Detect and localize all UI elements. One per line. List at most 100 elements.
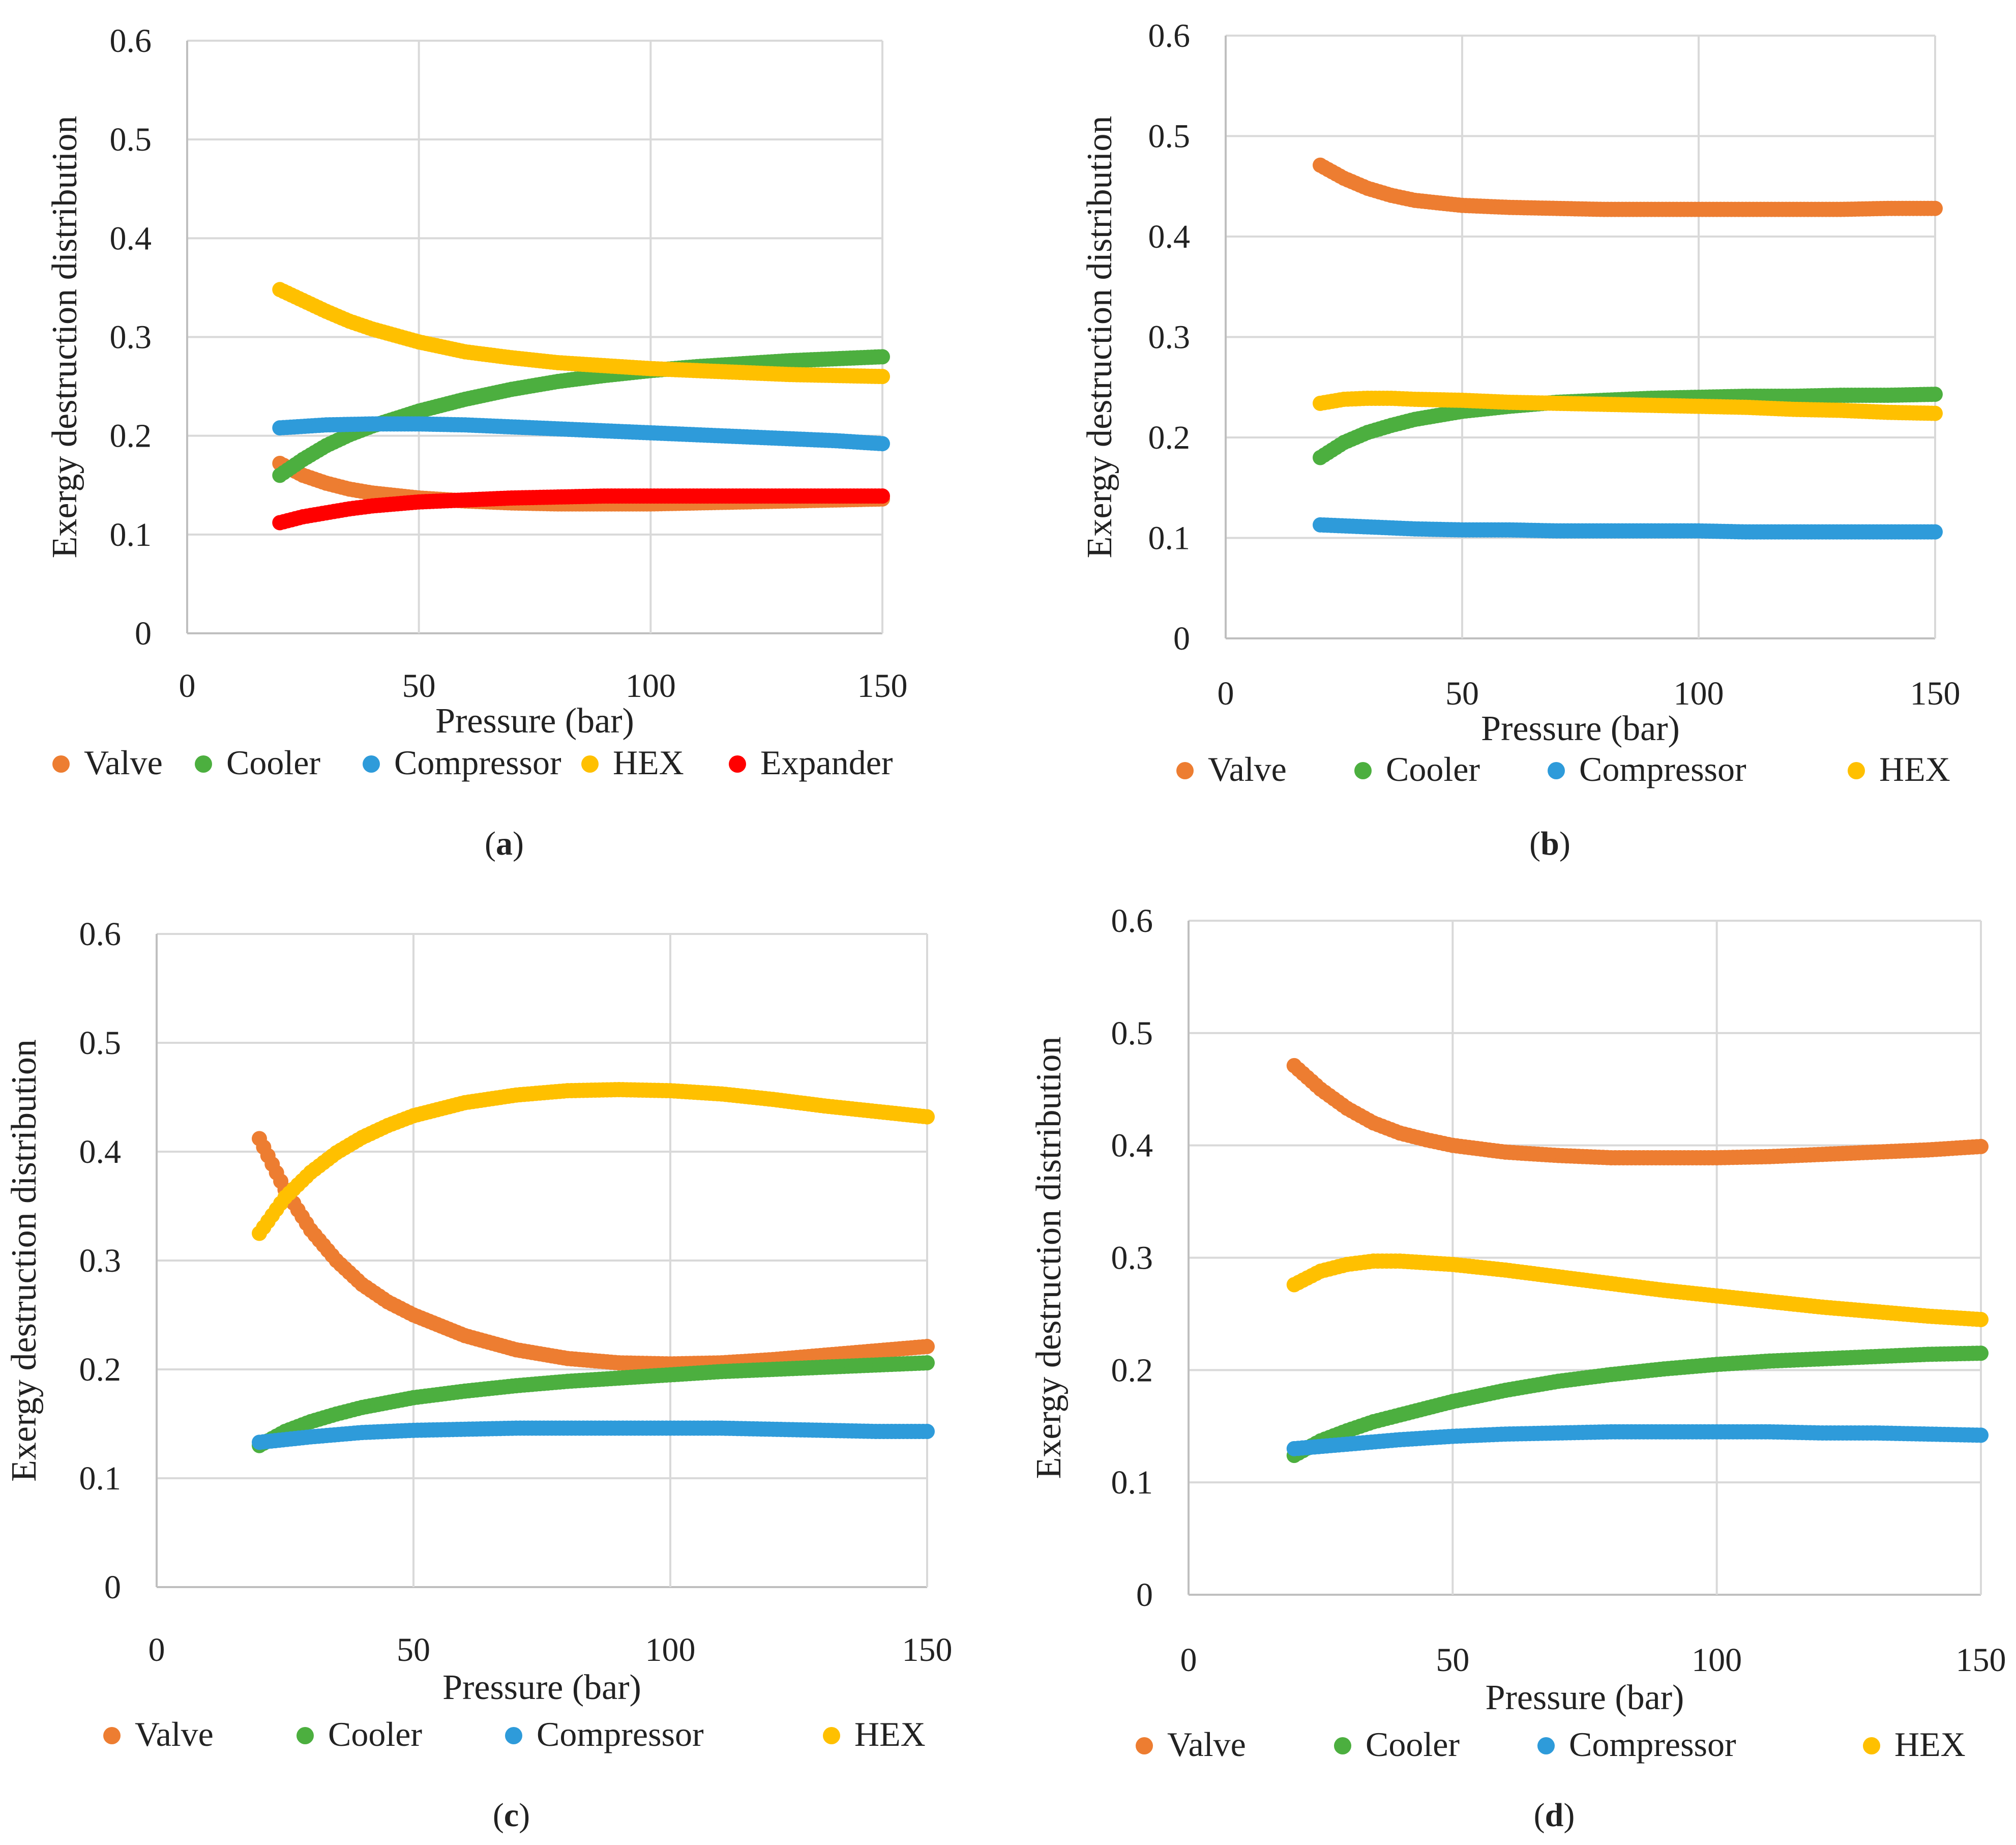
legend-marker (195, 755, 212, 773)
legend-item-hex: HEX (1848, 750, 1950, 788)
legend-item-hex: HEX (1863, 1725, 1966, 1764)
series-valve (1313, 157, 1943, 217)
x-tick-label: 150 (902, 1631, 953, 1668)
legend-marker (1548, 762, 1565, 779)
legend-marker (1863, 1737, 1880, 1754)
legend-item-valve: Valve (52, 743, 163, 782)
legend-marker (52, 755, 70, 773)
y-tick-label: 0.1 (1111, 1464, 1153, 1501)
data-point (1923, 524, 1939, 540)
y-axis-title: Exergy destruction distribution (5, 1039, 44, 1482)
series-valve (252, 1131, 935, 1372)
legend-item-compressor: Compressor (1537, 1725, 1736, 1764)
series-compressor (1286, 1424, 1989, 1456)
legend-marker (1848, 762, 1865, 779)
legend-label: Valve (1167, 1725, 1246, 1764)
y-tick-label: 0.1 (1148, 520, 1191, 557)
legend-label: Compressor (537, 1715, 704, 1753)
data-point (871, 369, 886, 385)
x-axis-title: Pressure (bar) (1481, 709, 1680, 748)
chart-panel-c: 0 0.1 0.2 0.3 0.4 0.5 0.6 0 50 100 150 Pressure (ba… (5, 916, 953, 1834)
legend-item-valve: Valve (1176, 750, 1287, 788)
chart-panel-a: 0 0.1 0.2 0.3 0.4 0.5 0.6 0 50 100 150 Pressure (ba… (45, 22, 908, 862)
y-tick-label: 0.3 (1148, 319, 1191, 356)
legend-label: Valve (84, 743, 163, 782)
data-point (1923, 387, 1939, 402)
x-tick-label: 100 (1674, 675, 1724, 712)
series-expander (272, 488, 890, 531)
legend-item-hex: HEX (823, 1715, 926, 1753)
data-point (915, 1108, 931, 1124)
y-tick-label: 0.3 (1111, 1240, 1153, 1277)
y-tick-label: 0.2 (1148, 419, 1191, 456)
legend-marker (729, 755, 746, 773)
legend-label: HEX (1879, 750, 1950, 788)
legend-label: HEX (613, 743, 684, 782)
legend: Valve Cooler Compressor HEX Expander (52, 743, 893, 782)
legend-marker (1176, 762, 1194, 779)
legend: Valve Cooler Compressor HEX (1176, 750, 1950, 788)
legend-label: Compressor (394, 743, 561, 782)
legend-item-compressor: Compressor (363, 743, 561, 782)
y-tick-label: 0.4 (79, 1133, 122, 1170)
data-point (273, 1174, 289, 1189)
panel-caption: (b) (1529, 825, 1570, 862)
y-tick-label: 0 (135, 615, 152, 652)
panel-caption: (a) (485, 825, 524, 862)
data-point (1969, 1345, 1985, 1361)
x-tick-label: 100 (626, 667, 676, 705)
y-tick-label: 0.2 (1111, 1352, 1153, 1389)
legend-item-cooler: Cooler (1334, 1725, 1460, 1764)
legend-item-compressor: Compressor (1548, 750, 1746, 788)
legend: Valve Cooler Compressor HEX (103, 1715, 926, 1753)
legend-item-compressor: Compressor (505, 1715, 704, 1753)
legend-label: Compressor (1579, 750, 1746, 788)
legend-label: Cooler (1366, 1725, 1460, 1764)
y-tick-label: 0.6 (79, 916, 122, 953)
series-valve (1286, 1058, 1989, 1165)
x-tick-label: 50 (402, 667, 436, 705)
y-tick-label: 0 (104, 1569, 121, 1606)
y-tick-label: 0 (1136, 1576, 1153, 1614)
legend-label: HEX (1894, 1725, 1966, 1764)
legend-marker (581, 755, 599, 773)
series-cooler (1286, 1345, 1989, 1463)
series-compressor (1313, 517, 1943, 540)
data-point (871, 488, 886, 504)
y-tick-label: 0.5 (1148, 118, 1191, 155)
y-axis-title: Exergy destruction distribution (1080, 116, 1119, 559)
series-compressor (272, 416, 890, 452)
y-tick-label: 0.1 (79, 1460, 122, 1497)
data-point (1923, 200, 1939, 216)
data-point (915, 1355, 931, 1371)
legend-label: Valve (135, 1715, 214, 1753)
legend-marker (103, 1727, 121, 1744)
legend-label: Cooler (328, 1715, 422, 1753)
x-tick-label: 100 (645, 1631, 696, 1668)
legend-item-hex: HEX (581, 743, 684, 782)
x-tick-label: 150 (857, 667, 908, 705)
y-tick-label: 0.3 (79, 1242, 122, 1279)
legend-label: Valve (1208, 750, 1287, 788)
y-tick-label: 0.2 (110, 418, 152, 455)
y-axis-title: Exergy destruction distribution (45, 116, 84, 559)
y-tick-label: 0.5 (110, 121, 152, 158)
legend-item-expander: Expander (729, 743, 893, 782)
legend-marker (1136, 1737, 1153, 1754)
legend-label: HEX (854, 1715, 926, 1753)
x-tick-label: 150 (1956, 1642, 2006, 1679)
x-tick-label: 0 (149, 1631, 165, 1668)
panel-caption: (c) (493, 1797, 530, 1834)
legend-label: Compressor (1569, 1725, 1736, 1764)
y-tick-label: 0.4 (1111, 1127, 1153, 1164)
series-hex (272, 282, 890, 385)
data-point (915, 1423, 931, 1439)
y-tick-label: 0.4 (110, 220, 152, 257)
legend-item-cooler: Cooler (195, 743, 320, 782)
legend-marker (363, 755, 380, 773)
legend-marker (1537, 1737, 1555, 1754)
legend-marker (823, 1727, 840, 1744)
series-hex (1313, 390, 1943, 421)
y-tick-label: 0.3 (110, 319, 152, 356)
